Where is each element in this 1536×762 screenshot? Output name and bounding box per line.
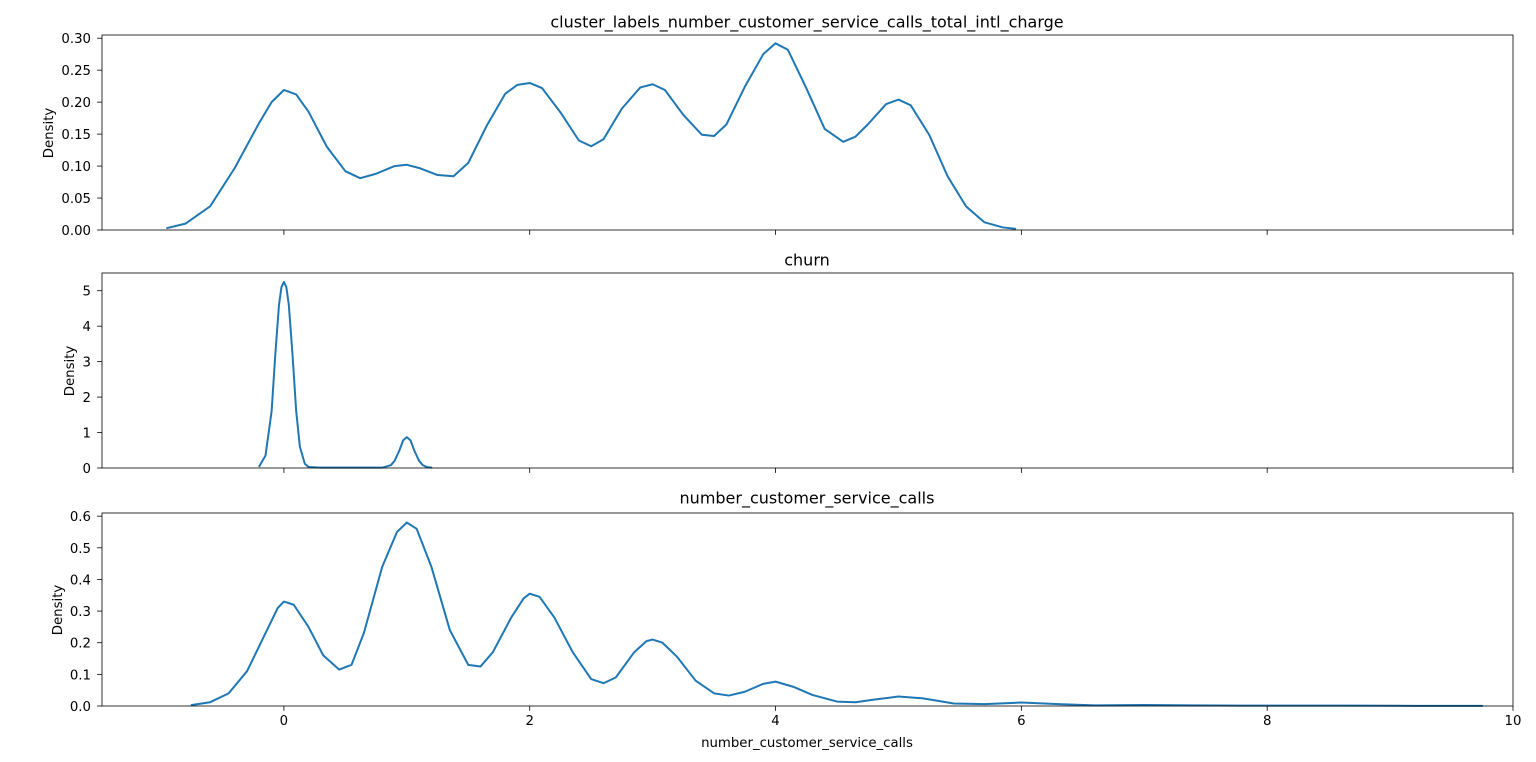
y-axis-label: Density: [51, 585, 66, 636]
y-tick-label: 0.10: [61, 160, 91, 175]
y-tick-label: 0.1: [70, 668, 91, 683]
x-tick-label: 6: [1017, 714, 1025, 729]
y-tick-label: 1: [83, 427, 91, 442]
x-tick-label: 2: [525, 714, 533, 729]
y-axis-label: Density: [42, 108, 57, 159]
subplot-title: cluster_labels_number_customer_service_c…: [550, 13, 1063, 33]
subplot-cluster-labels: cluster_labels_number_customer_service_c…: [42, 13, 1514, 239]
y-tick-label: 0.6: [70, 510, 91, 525]
y-tick-label: 0.30: [61, 32, 91, 47]
y-tick-label: 3: [83, 356, 91, 371]
x-tick-label: 8: [1263, 714, 1271, 729]
axes-frame: [101, 512, 1514, 707]
y-tick-label: 4: [83, 320, 91, 335]
subplot-title: churn: [784, 251, 830, 270]
y-tick-label: 0.20: [61, 96, 91, 111]
y-tick-label: 0.00: [61, 224, 91, 239]
y-tick-label: 0.0: [70, 700, 91, 715]
axes-frame: [101, 34, 1514, 231]
y-tick-label: 0.2: [70, 637, 91, 652]
axes-frame: [101, 272, 1514, 469]
density-curve: [166, 42, 1017, 230]
x-tick-label: 4: [771, 714, 779, 729]
subplot-churn: churn Density 0 1 2 3 4 5: [63, 251, 1514, 477]
y-tick-label: 2: [83, 391, 91, 406]
y-tick-label: 0.3: [70, 605, 91, 620]
density-curve: [190, 521, 1484, 707]
y-tick-label: 0.25: [61, 64, 91, 79]
y-tick-label: 0.05: [61, 192, 91, 207]
y-tick-label: 5: [83, 285, 91, 300]
subplot-number-customer-service-calls: number_customer_service_calls Density nu…: [51, 489, 1521, 752]
x-axis-label: number_customer_service_calls: [701, 736, 913, 751]
y-tick-label: 0.15: [61, 128, 91, 143]
y-tick-label: 0: [83, 462, 91, 477]
x-tick-label: 10: [1505, 714, 1522, 729]
x-tick-label: 0: [280, 714, 288, 729]
y-tick-label: 0.4: [70, 573, 91, 588]
density-curve: [258, 280, 433, 469]
y-tick-label: 0.5: [70, 542, 91, 557]
subplot-title: number_customer_service_calls: [680, 489, 935, 509]
y-axis-label: Density: [63, 346, 78, 397]
